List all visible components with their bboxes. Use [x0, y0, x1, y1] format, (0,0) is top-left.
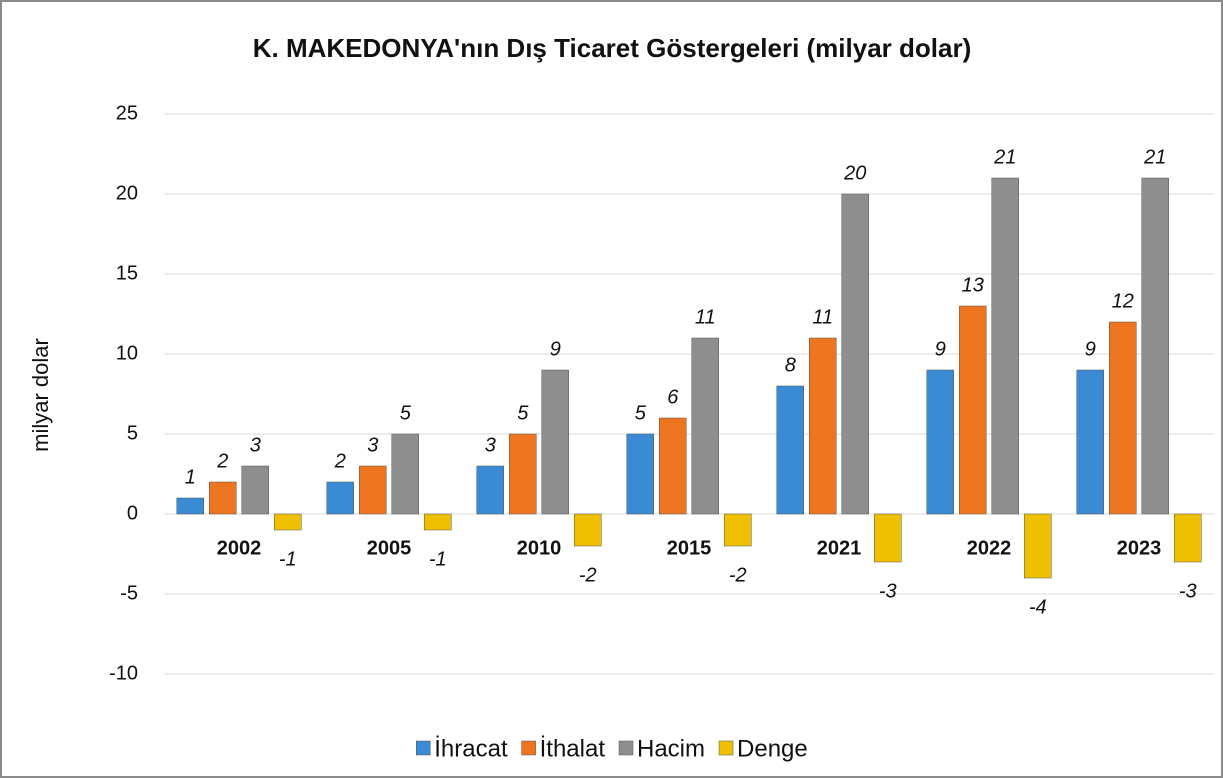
value-label: -3 — [879, 580, 897, 602]
bar — [209, 481, 237, 515]
bar — [776, 385, 804, 515]
legend-label: Denge — [737, 735, 808, 762]
y-tick-label: 5 — [127, 422, 138, 444]
bar — [326, 481, 354, 515]
x-tick-label: 2021 — [817, 537, 862, 559]
bar — [724, 513, 752, 547]
value-label: 5 — [635, 402, 647, 424]
value-label: -1 — [429, 548, 447, 570]
x-tick-label: 2005 — [367, 537, 412, 559]
bar — [659, 417, 687, 515]
bar — [176, 497, 204, 515]
bar — [841, 193, 869, 515]
bar — [241, 465, 269, 515]
value-label: 3 — [250, 434, 261, 456]
bar — [541, 369, 569, 515]
value-label: 1 — [185, 466, 196, 488]
value-label: 8 — [785, 354, 796, 376]
y-tick-label: 25 — [116, 102, 138, 124]
bar — [991, 177, 1019, 515]
bar — [809, 337, 837, 515]
bar — [691, 337, 719, 515]
value-label: 5 — [400, 402, 412, 424]
legend-label: Hacim — [637, 735, 705, 762]
bar — [1024, 513, 1052, 579]
bar — [926, 369, 954, 515]
bar — [424, 513, 452, 531]
value-label: -2 — [579, 564, 597, 586]
legend-swatch — [618, 740, 634, 756]
bar — [1141, 177, 1169, 515]
value-label: 12 — [1112, 290, 1134, 312]
value-label: 3 — [485, 434, 496, 456]
y-tick-label: 10 — [116, 342, 138, 364]
value-label: -4 — [1029, 596, 1047, 618]
bar — [391, 433, 419, 515]
bar — [1109, 321, 1137, 515]
value-label: 9 — [1085, 338, 1096, 360]
value-label: 21 — [993, 146, 1016, 168]
value-label: 11 — [812, 306, 833, 328]
value-label: 3 — [367, 434, 378, 456]
value-label: 13 — [962, 274, 984, 296]
y-axis-title: milyar dolar — [28, 338, 53, 452]
value-label: 9 — [935, 338, 946, 360]
bar — [476, 465, 504, 515]
value-label: 9 — [550, 338, 561, 360]
legend-label: İthalat — [540, 735, 606, 762]
bar — [509, 433, 537, 515]
value-label: 21 — [1143, 146, 1166, 168]
x-tick-label: 2023 — [1117, 537, 1162, 559]
bar — [1076, 369, 1104, 515]
x-tick-label: 2022 — [967, 537, 1012, 559]
value-label: 2 — [216, 450, 228, 472]
value-label: 2 — [334, 450, 346, 472]
x-tick-label: 2010 — [517, 537, 562, 559]
bar — [1174, 513, 1202, 563]
y-tick-label: 20 — [116, 182, 138, 204]
y-tick-label: 0 — [127, 502, 138, 524]
bar — [274, 513, 302, 531]
bar — [359, 465, 387, 515]
bar — [574, 513, 602, 547]
value-label: 6 — [667, 386, 679, 408]
value-label: -1 — [279, 548, 297, 570]
legend-label: İhracat — [434, 735, 508, 762]
value-label: -3 — [1179, 580, 1197, 602]
y-tick-label: -5 — [120, 582, 138, 604]
x-tick-label: 2002 — [217, 537, 262, 559]
bar — [626, 433, 654, 515]
x-tick-label: 2015 — [667, 537, 712, 559]
y-tick-label: -10 — [109, 662, 138, 684]
value-label: 11 — [695, 306, 716, 328]
bar — [874, 513, 902, 563]
chart-title: K. MAKEDONYA'nın Dış Ticaret Göstergeler… — [253, 33, 971, 63]
value-label: 5 — [517, 402, 529, 424]
legend-swatch — [718, 740, 734, 756]
legend-swatch — [521, 740, 536, 756]
value-label: 20 — [843, 162, 866, 184]
bar — [959, 305, 987, 515]
y-tick-label: 15 — [116, 262, 138, 284]
value-label: -2 — [729, 564, 747, 586]
legend-swatch — [415, 740, 431, 756]
